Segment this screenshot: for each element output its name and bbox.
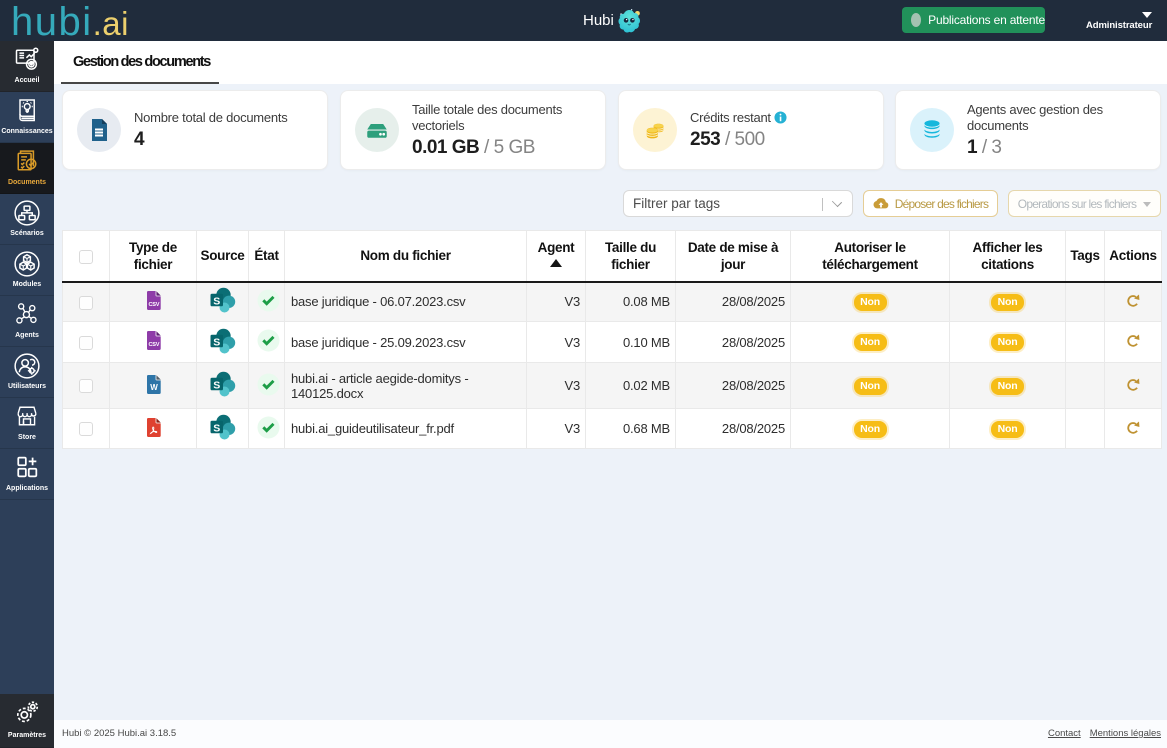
svg-text:W: W	[150, 383, 158, 392]
svg-text:S: S	[213, 422, 220, 434]
svg-text:CSV: CSV	[148, 342, 159, 348]
svg-text:S: S	[213, 296, 220, 308]
svg-text:S: S	[213, 379, 220, 391]
svg-text:CSV: CSV	[148, 302, 159, 308]
svg-text:S: S	[213, 336, 220, 348]
